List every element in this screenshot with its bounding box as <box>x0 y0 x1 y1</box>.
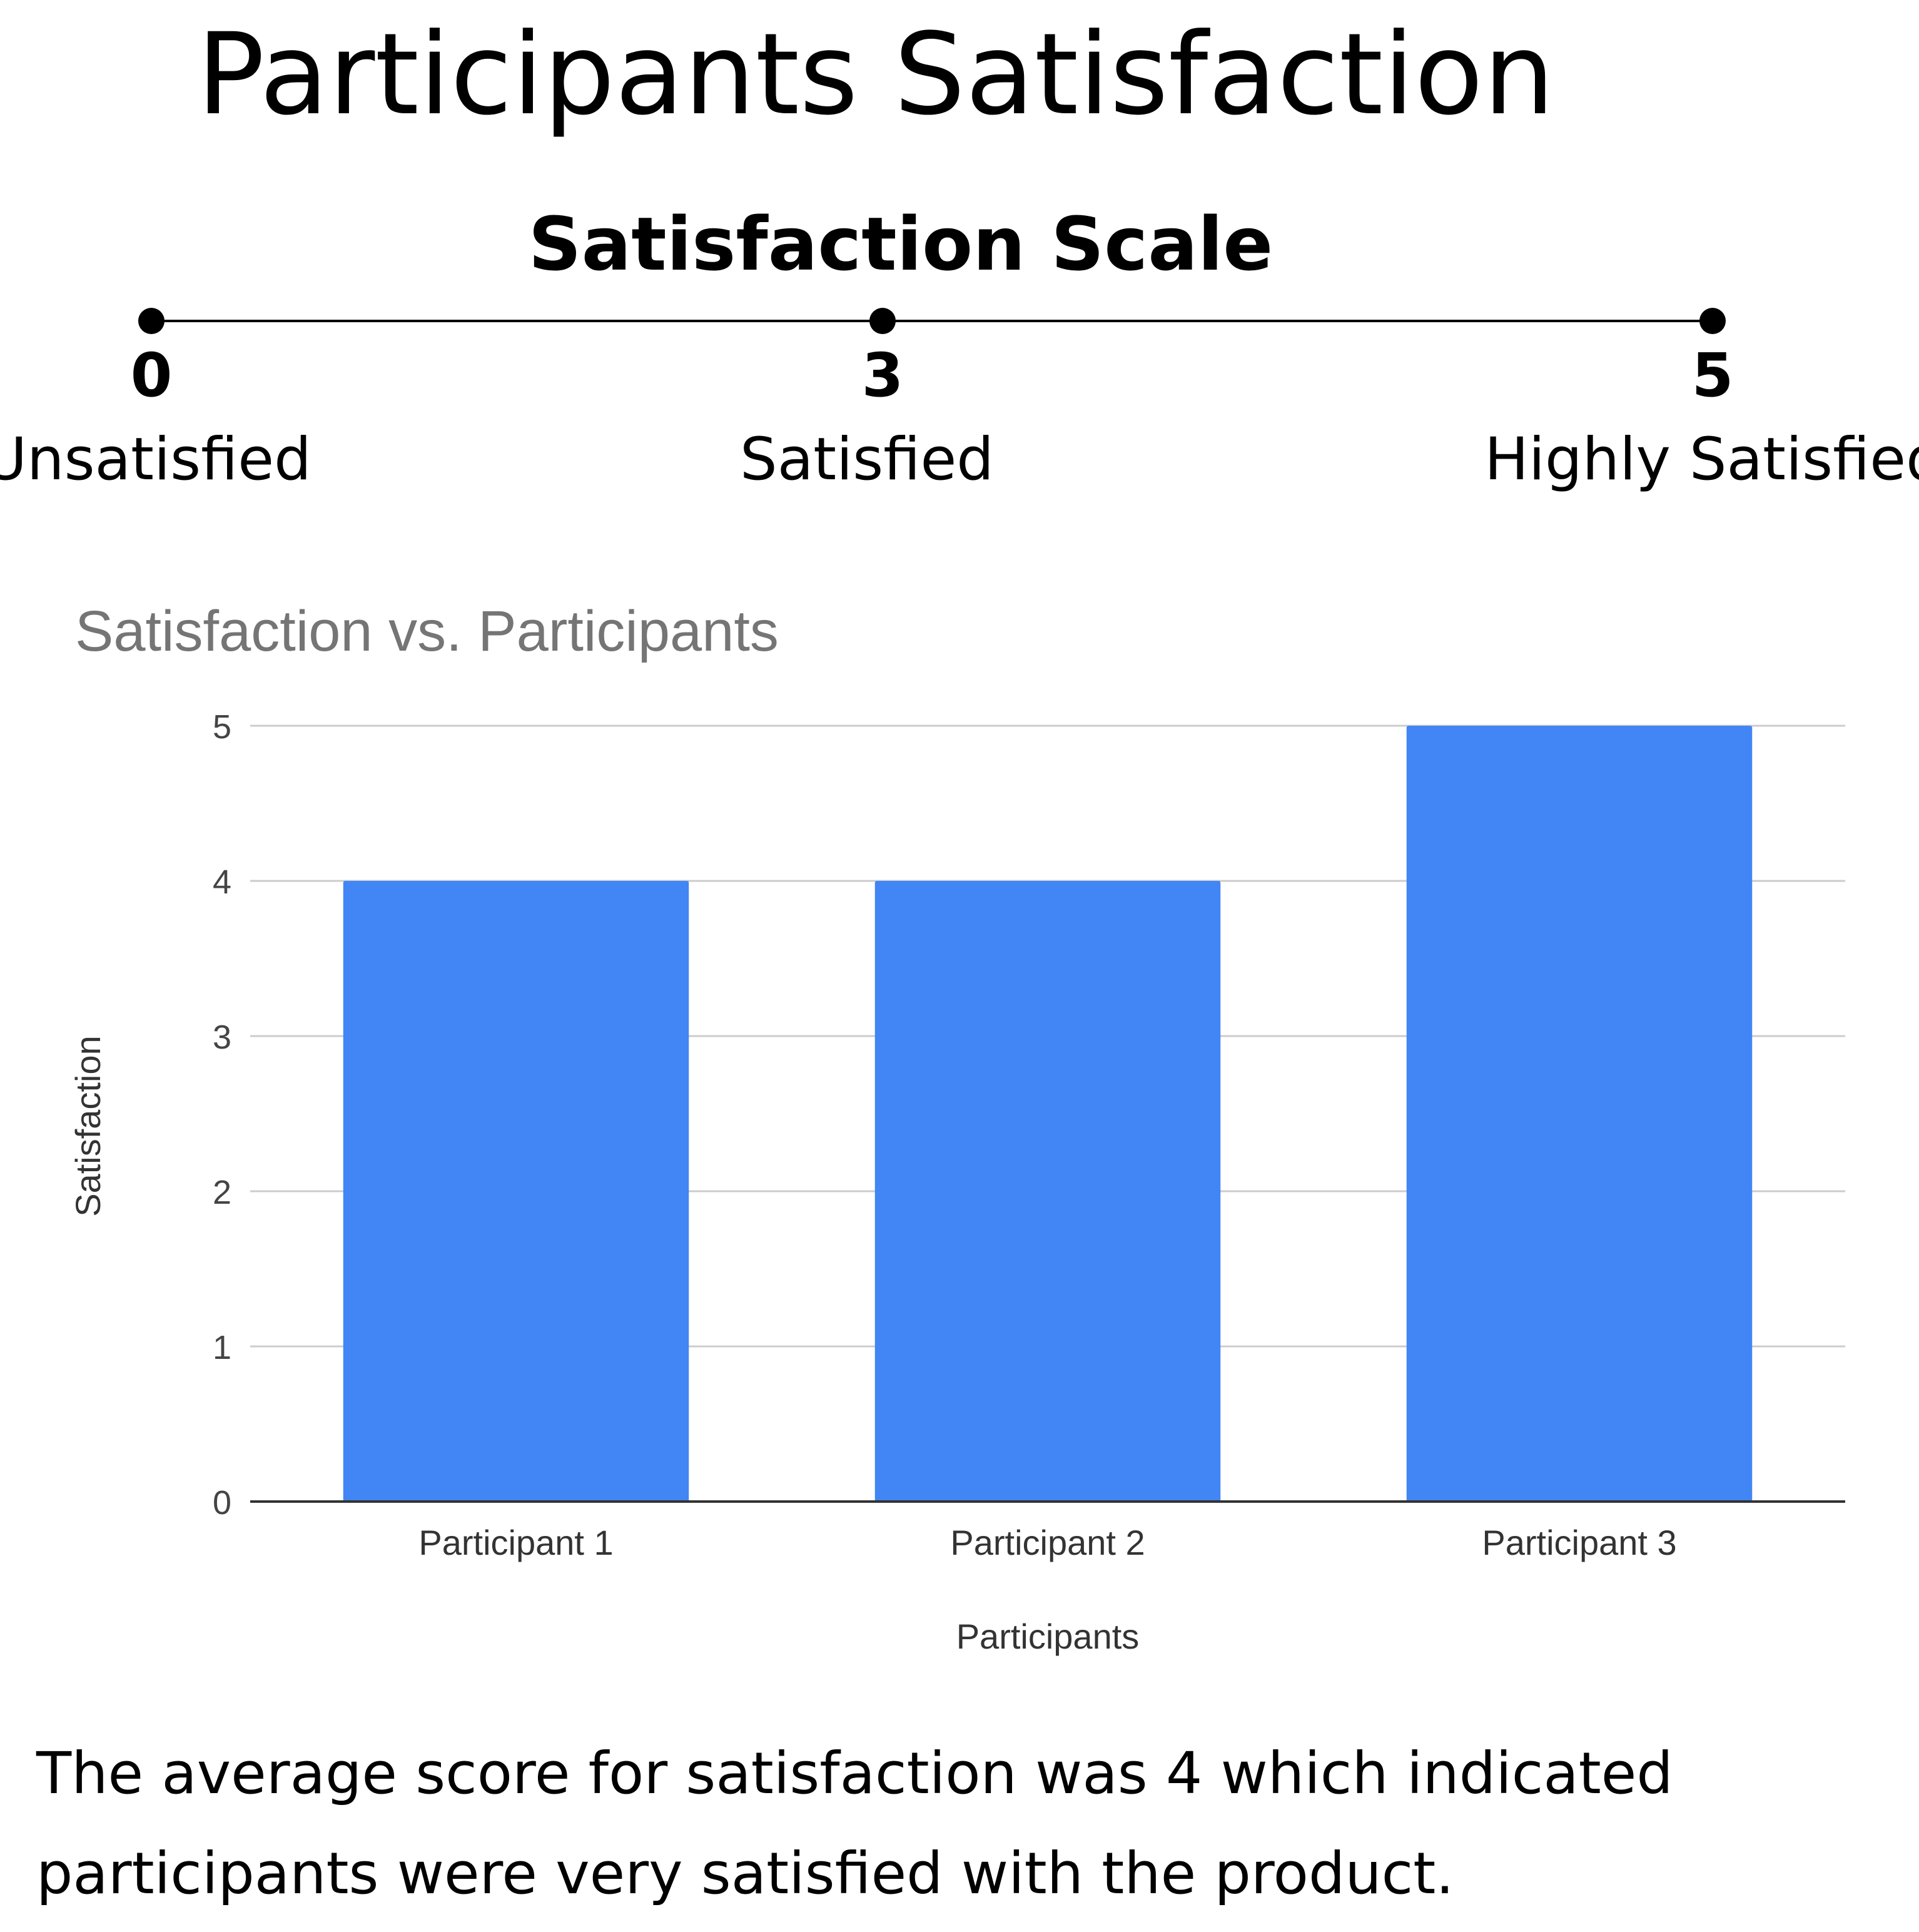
chart-title: Satisfaction vs. Participants <box>75 599 779 663</box>
scale-label-end: Highly Satisfied <box>1484 425 1919 494</box>
y-tick-label: 5 <box>213 708 231 746</box>
y-axis-label: Satisfaction <box>68 1035 108 1217</box>
scale-line <box>151 320 1713 322</box>
scale-value-end: 5 <box>1691 340 1734 410</box>
page-title: Participants Satisfaction <box>196 9 1555 140</box>
scale-dot-end <box>1699 308 1726 334</box>
scale-label-middle: Satisfied <box>740 425 994 494</box>
x-tick-label: Participant 3 <box>1482 1523 1676 1562</box>
bars <box>343 726 1753 1502</box>
scale-value-start: 0 <box>130 340 173 410</box>
scale-value-middle: 3 <box>861 340 904 410</box>
y-tick-labels: 0 1 2 3 4 5 <box>213 708 231 1522</box>
scale-title: Satisfaction Scale <box>528 201 1273 287</box>
y-tick-label: 4 <box>213 863 231 901</box>
summary-text: The average score for satisfaction was 4… <box>36 1740 1673 1907</box>
y-tick-label: 1 <box>213 1329 231 1366</box>
scale-dot-start <box>138 308 165 334</box>
x-tick-label: Participant 2 <box>950 1523 1145 1562</box>
bar <box>874 881 1221 1502</box>
y-tick-label: 2 <box>213 1174 231 1211</box>
scale-dot-middle <box>869 308 896 334</box>
satisfaction-bar-chart: Satisfaction vs. Participants 0 1 2 3 4 5 Par… <box>68 599 1845 1656</box>
x-tick-labels: Participant 1 Participant 2 Participant 3 <box>418 1523 1676 1562</box>
x-axis-label: Participants <box>956 1617 1140 1656</box>
x-tick-label: Participant 1 <box>418 1523 613 1562</box>
bar <box>343 881 689 1502</box>
bar <box>1406 726 1753 1502</box>
scale-label-start: Unsatisfied <box>0 425 311 494</box>
y-tick-label: 0 <box>213 1484 231 1522</box>
y-tick-label: 3 <box>213 1019 231 1056</box>
